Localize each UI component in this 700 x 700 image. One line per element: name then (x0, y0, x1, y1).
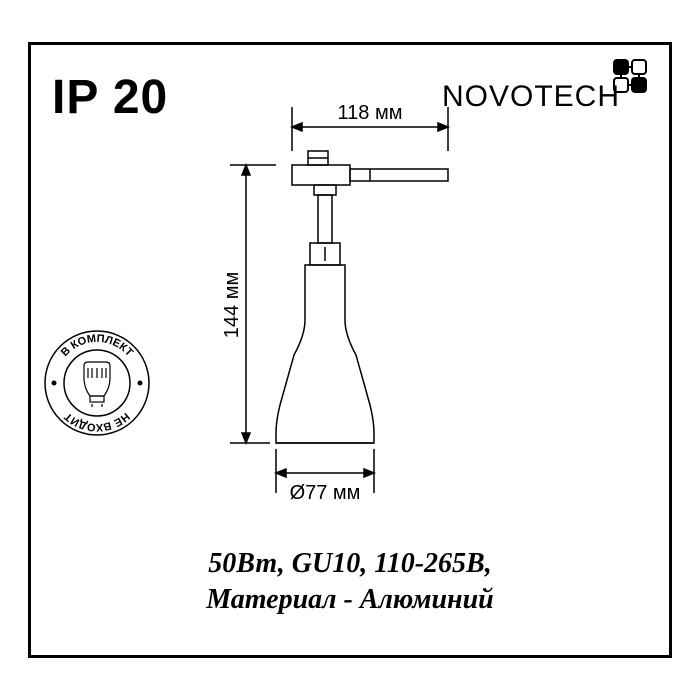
bulb-icon (84, 362, 110, 407)
spec-line-1: 50Вт, GU10, 110-265В, (0, 548, 700, 580)
width-label: 118 мм (338, 102, 403, 124)
not-included-badge: В КОМПЛЕКТ НЕ ВХОДИТ (42, 328, 152, 438)
badge-text-top: В КОМПЛЕКТ (59, 333, 136, 359)
track-mount (292, 151, 448, 265)
height-label: 144 мм (221, 272, 243, 338)
fixture-diagram: 118 мм (210, 95, 510, 515)
lamp-shade (276, 265, 374, 443)
ip-rating: IP 20 (52, 70, 168, 125)
svg-text:В КОМПЛЕКТ: В КОМПЛЕКТ (59, 333, 136, 359)
spec-line-2: Материал - Алюминий (0, 584, 700, 616)
diameter-label: Ø77 мм (290, 482, 361, 504)
